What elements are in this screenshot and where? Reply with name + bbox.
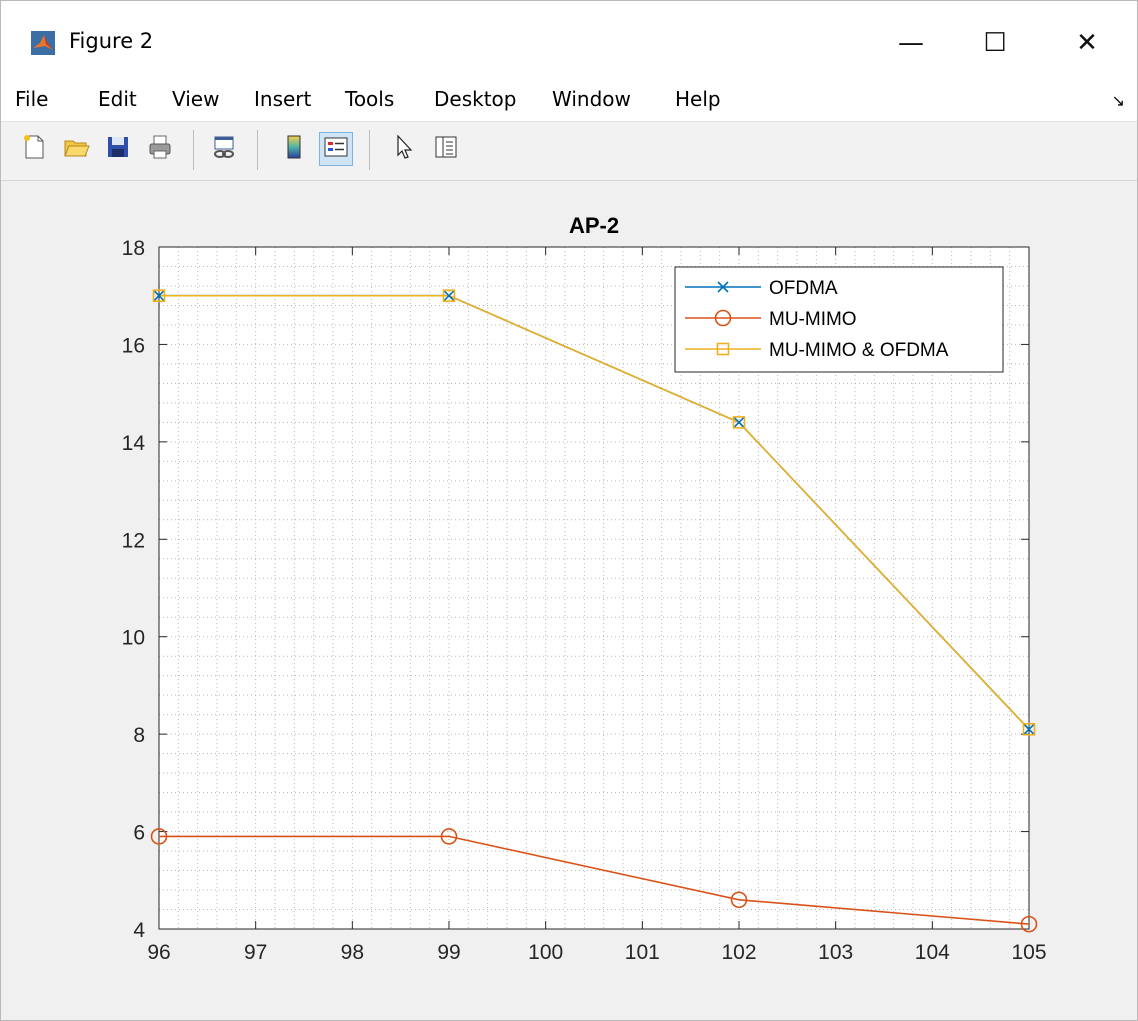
window-title: Figure 2 (69, 29, 154, 53)
menu-insert[interactable]: Insert (254, 87, 312, 111)
minimize-button[interactable]: — (898, 28, 924, 58)
menu-edit[interactable]: Edit (98, 87, 137, 111)
y-tick-label: 12 (122, 529, 145, 552)
legend-label: OFDMA (769, 278, 838, 299)
x-tick-label: 98 (341, 941, 364, 964)
y-tick-label: 16 (122, 334, 145, 357)
new-figure-icon (20, 133, 48, 166)
x-tick-label: 96 (147, 941, 170, 964)
series-line-2 (159, 294, 1030, 730)
x-tick-label: 101 (625, 941, 660, 964)
data-point-0 (153, 290, 165, 302)
print-figure-button[interactable] (143, 132, 177, 166)
insert-legend-icon (322, 133, 350, 166)
menu-view[interactable]: View (172, 87, 220, 111)
y-tick-label: 18 (122, 237, 145, 260)
insert-legend-button[interactable] (319, 132, 353, 166)
insert-colorbar-icon (280, 133, 308, 166)
x-tick-label: 97 (244, 941, 267, 964)
print-figure-icon (146, 133, 174, 166)
x-tick-label: 105 (1011, 941, 1046, 964)
data-point-2 (732, 416, 746, 429)
legend-marker-1 (714, 309, 732, 327)
y-tick-label: 8 (133, 724, 145, 747)
link-plot-button[interactable] (207, 132, 241, 166)
data-point-0 (1023, 723, 1035, 735)
property-inspector-button[interactable] (429, 132, 463, 166)
property-inspector-icon (432, 133, 460, 166)
edit-plot-pointer-icon (390, 133, 418, 166)
line-chart[interactable]: 96 97 98 99 100 101 102 103 104 105 4 6 8 10 12 14 16 18 A… (9, 181, 1129, 1016)
open-file-button[interactable] (59, 132, 93, 166)
menu-file[interactable]: File (15, 87, 49, 111)
data-point-0 (733, 416, 745, 428)
new-figure-button[interactable] (17, 132, 51, 166)
title-bar[interactable]: Figure 2 — ☐ ✕ (1, 1, 1137, 77)
y-tick-label: 10 (122, 627, 145, 650)
y-tick-label: 14 (122, 432, 146, 455)
data-point-2 (442, 289, 456, 303)
toolbar-separator (193, 130, 194, 170)
legend-label: MU-MIMO (769, 309, 857, 330)
x-tick-label: 100 (528, 941, 563, 964)
data-point-1 (150, 828, 168, 845)
figure-toolbar (1, 121, 1137, 181)
insert-colorbar-button[interactable] (277, 132, 311, 166)
series-line-1 (159, 835, 1030, 925)
save-figure-icon (104, 133, 132, 166)
y-tick-label: 6 (133, 822, 145, 845)
data-point-1 (730, 891, 748, 909)
link-plot-icon (210, 133, 238, 166)
close-button[interactable]: ✕ (1076, 28, 1098, 58)
chart-title: AP-2 (569, 213, 619, 238)
menu-desktop[interactable]: Desktop (434, 87, 517, 111)
save-figure-button[interactable] (101, 132, 135, 166)
x-tick-label: 104 (915, 941, 950, 964)
matlab-icon (31, 31, 55, 55)
menu-window[interactable]: Window (552, 87, 631, 111)
figure-canvas: 96 97 98 99 100 101 102 103 104 105 4 6 8 10 12 14 16 18 A… (9, 181, 1129, 1016)
data-point-0 (443, 290, 455, 302)
edit-plot-button[interactable] (387, 132, 421, 166)
toolbar-separator (369, 130, 370, 170)
toolbar-separator (257, 130, 258, 170)
legend-marker-0 (717, 281, 729, 293)
axes-box (158, 246, 1030, 930)
data-point-1 (440, 828, 458, 845)
x-tick-label: 102 (721, 941, 756, 964)
x-tick-label: 99 (437, 941, 460, 964)
dock-arrow-icon[interactable]: ↘ (1111, 93, 1125, 110)
x-tick-label: 103 (818, 941, 853, 964)
menu-help[interactable]: Help (675, 87, 721, 111)
data-point-2 (1022, 722, 1036, 736)
data-point-2 (152, 289, 166, 303)
maximize-button[interactable]: ☐ (983, 28, 1007, 58)
menu-tools[interactable]: Tools (345, 87, 395, 111)
legend-marker-2 (716, 342, 730, 356)
data-point-1 (1020, 915, 1038, 933)
y-tick-label: 4 (133, 919, 145, 942)
open-file-icon (62, 133, 90, 166)
legend-label: MU-MIMO & OFDMA (769, 340, 949, 361)
menu-bar: File Edit View Insert Tools Desktop Wind… (1, 77, 1137, 121)
